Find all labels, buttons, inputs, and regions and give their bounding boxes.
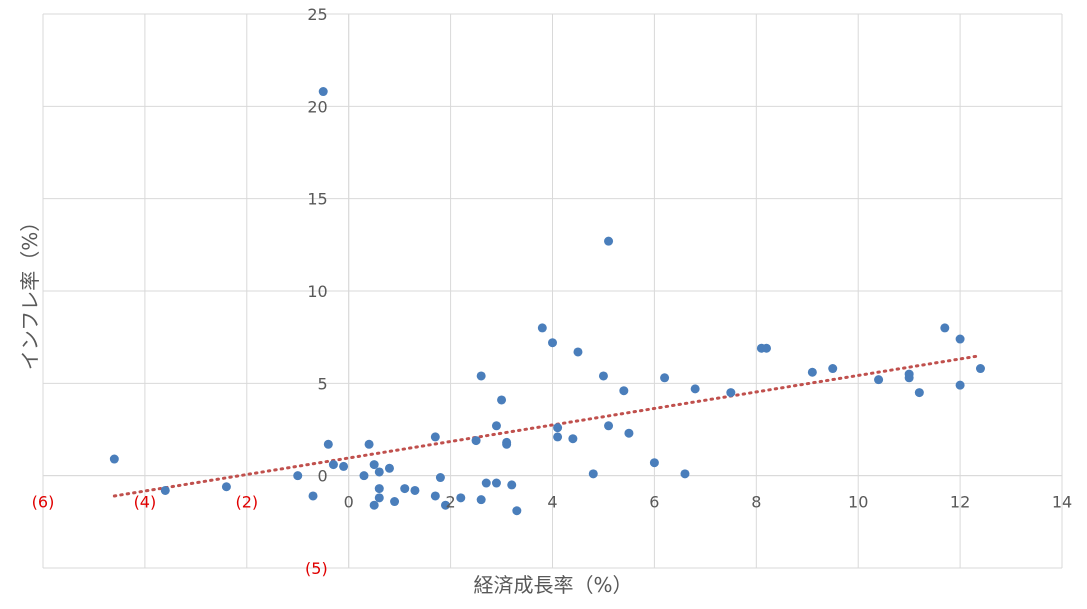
data-point	[660, 373, 670, 383]
data-point	[374, 467, 384, 477]
data-point	[507, 480, 517, 490]
x-tick-label: 2	[446, 493, 456, 512]
data-point	[828, 364, 838, 374]
data-point	[975, 364, 985, 374]
data-point	[604, 236, 614, 246]
data-point	[874, 375, 884, 385]
data-point	[512, 506, 522, 516]
data-point	[553, 432, 563, 442]
data-point	[318, 87, 328, 97]
data-point	[955, 380, 965, 390]
x-tick-labels: (6) (4) (2) 0 2 4 6 8 10 12 14	[32, 493, 1073, 512]
data-point	[293, 471, 303, 481]
data-point	[573, 347, 583, 357]
data-point	[476, 495, 486, 505]
data-point	[491, 421, 501, 431]
data-point	[471, 436, 481, 446]
data-point	[400, 484, 410, 494]
data-point	[497, 395, 507, 405]
data-point	[940, 323, 950, 333]
x-tick-label: 14	[1052, 493, 1072, 512]
trendline-layer	[112, 354, 982, 498]
data-point	[369, 500, 379, 510]
data-point	[476, 371, 486, 381]
data-point	[598, 371, 608, 381]
data-point	[588, 469, 598, 479]
data-point	[109, 454, 119, 464]
data-point	[537, 323, 547, 333]
data-point	[374, 484, 384, 494]
data-point	[604, 421, 614, 431]
data-point	[619, 386, 629, 396]
y-tick-label: 25	[307, 5, 327, 24]
y-tick-label: 15	[307, 190, 327, 209]
x-tick-label: 0	[344, 493, 354, 512]
data-point	[807, 367, 817, 377]
data-point	[914, 388, 924, 398]
x-tick-label: 10	[848, 493, 868, 512]
data-point	[221, 482, 231, 492]
data-point	[553, 423, 563, 433]
trendline	[112, 354, 982, 498]
data-point	[680, 469, 690, 479]
data-point	[649, 458, 659, 468]
data-point	[548, 338, 557, 348]
x-tick-label: (6)	[32, 493, 55, 512]
y-tick-label: 5	[318, 374, 328, 393]
data-point	[430, 432, 440, 442]
data-point	[491, 478, 501, 488]
data-point	[374, 493, 384, 503]
data-point	[568, 434, 578, 444]
x-tick-label: 12	[950, 493, 970, 512]
x-axis-title: 経済成長率（%）	[473, 573, 632, 597]
data-points	[109, 87, 985, 516]
data-point	[384, 463, 394, 473]
x-tick-label: 8	[751, 493, 761, 512]
data-point	[761, 343, 771, 353]
y-tick-label: (5)	[305, 559, 328, 578]
data-point	[364, 439, 374, 449]
data-point	[481, 478, 491, 488]
data-point	[369, 460, 379, 470]
data-point	[726, 388, 736, 398]
data-point	[456, 493, 466, 503]
data-point	[339, 461, 349, 471]
axes	[43, 14, 1062, 568]
y-tick-labels: 25 20 15 10 5 0 (5)	[305, 5, 328, 578]
data-point	[435, 473, 445, 483]
data-point	[430, 491, 440, 501]
data-point	[160, 485, 170, 495]
y-tick-label: 10	[307, 282, 327, 301]
data-point	[624, 428, 634, 438]
data-point	[502, 439, 512, 449]
x-tick-label: 6	[649, 493, 659, 512]
y-tick-label: 20	[307, 97, 327, 116]
data-point	[690, 384, 700, 394]
data-point	[955, 334, 965, 344]
data-point	[441, 500, 451, 510]
data-point	[410, 485, 420, 495]
y-tick-label: 0	[318, 467, 328, 486]
data-point	[308, 491, 318, 501]
data-point	[904, 373, 914, 383]
data-point	[328, 460, 338, 470]
y-axis-title: インフレ率（%）	[18, 212, 42, 370]
data-point	[390, 497, 400, 507]
x-tick-label: (4)	[134, 493, 157, 512]
data-point	[323, 439, 333, 449]
x-tick-label: (2)	[235, 493, 258, 512]
x-tick-label: 4	[547, 493, 557, 512]
data-point	[359, 471, 369, 481]
